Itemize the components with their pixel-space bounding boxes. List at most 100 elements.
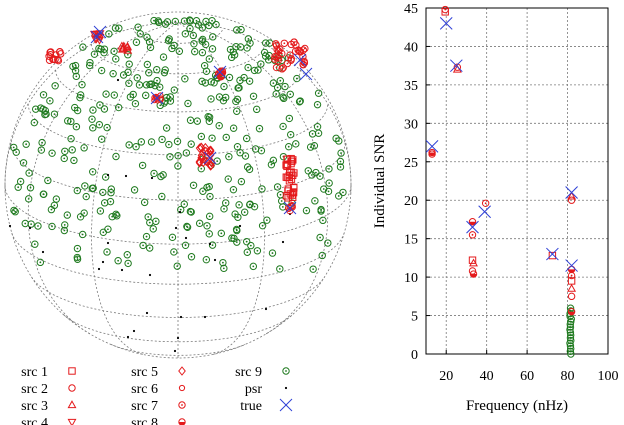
src9-point: [224, 175, 232, 183]
src9-point: [137, 138, 146, 146]
src9-point: [220, 264, 228, 273]
source-estimate: [286, 203, 295, 211]
src9-point: [316, 172, 324, 180]
snr-frequency-panel: 20 40 60 80 100 0 5 10 15 20 25 30 35 40 45 Frequency …: [372, 2, 619, 414]
x-tick-label: 80: [561, 369, 575, 384]
src9-point: [166, 153, 174, 161]
pulsar-point: [116, 78, 120, 82]
src9-point: [131, 99, 140, 108]
src9-point: [243, 44, 251, 52]
src9-point: [233, 26, 241, 34]
src9-point: [230, 234, 238, 243]
legend-label-src1: src 1: [21, 365, 48, 380]
pulsar-point: [281, 240, 285, 244]
src9-point: [244, 35, 253, 43]
src9-point: [39, 91, 48, 99]
src9-point: [11, 208, 19, 216]
pulsar-point: [132, 329, 136, 333]
src9-point: [89, 124, 97, 132]
src9-point: [52, 195, 61, 203]
legend-label-src6: src 6: [131, 382, 158, 397]
pulsar-point: [8, 224, 12, 228]
src9-point: [174, 162, 182, 170]
legend-marker-src7: [178, 401, 186, 409]
pulsar-point: [179, 315, 183, 319]
legend-marker-src3: [67, 400, 77, 409]
src9-point: [44, 176, 52, 185]
longitude-line: [91, 22, 179, 355]
src9-point: [272, 90, 280, 98]
src9-point: [109, 70, 117, 78]
source-estimate: [157, 92, 164, 99]
src9-point: [173, 137, 182, 146]
true-position: [299, 67, 313, 81]
pulsar-point: [184, 236, 188, 240]
src9-point: [308, 130, 317, 138]
src9-point: [68, 146, 76, 154]
source-estimate: [274, 54, 283, 62]
src9-point: [198, 48, 207, 57]
src9-point: [114, 257, 122, 265]
src9-point: [171, 17, 180, 26]
y-tick-label: 20: [404, 194, 418, 209]
src9-point: [95, 44, 103, 53]
x-tick-label: 100: [598, 369, 619, 384]
snr-points: [425, 5, 578, 358]
src9-point: [34, 222, 42, 230]
src9-point: [119, 71, 128, 79]
snr-estimate-point: [441, 8, 449, 16]
src9-point: [64, 117, 72, 125]
latitude-line: [110, 344, 246, 356]
src9-point: [335, 192, 343, 200]
src9-point: [112, 55, 120, 63]
src9-point: [132, 38, 141, 46]
snr-true-point: [449, 59, 463, 73]
src9-point: [96, 207, 105, 215]
src9-point: [195, 219, 204, 228]
src9-point: [157, 172, 165, 181]
src9-point: [106, 197, 115, 206]
src9-point: [112, 210, 120, 219]
snr-true-point: [439, 17, 453, 30]
pulsar-point: [203, 315, 207, 319]
src9-point: [236, 149, 244, 157]
src9-point: [156, 83, 164, 91]
source-estimate: [46, 48, 54, 57]
src9-point: [168, 233, 177, 242]
snr-estimate-point: [481, 199, 490, 207]
src9-point: [180, 17, 189, 25]
src9-point: [71, 67, 80, 75]
src9-point: [60, 154, 68, 163]
src9-point: [124, 259, 132, 268]
src9-point: [158, 135, 166, 144]
src9-point: [31, 105, 40, 113]
src9-point: [304, 167, 312, 175]
source-estimate: [295, 47, 304, 55]
src9-point: [269, 156, 278, 165]
src9-point: [67, 135, 75, 143]
src9-point: [70, 156, 78, 165]
src9-point: [325, 165, 333, 173]
snr-tick-labels: 20 40 60 80 100 0 5 10 15 20 25 30 35 40 45: [404, 2, 619, 384]
src9-point: [162, 124, 171, 132]
legend-marker-src5: [178, 366, 186, 376]
src9-point: [177, 205, 185, 214]
src9-point: [215, 93, 224, 101]
src9-point: [268, 249, 277, 257]
src9-point: [100, 199, 109, 207]
src9-point: [161, 20, 170, 28]
source-estimate: [195, 143, 204, 153]
source-estimate: [288, 201, 296, 210]
src9-point: [16, 177, 25, 186]
source-estimate: [54, 55, 62, 64]
y-tick-label: 40: [404, 40, 418, 55]
src9-point: [181, 30, 190, 38]
source-estimate: [283, 173, 292, 182]
src9-point: [10, 206, 18, 215]
pulsar-point: [106, 173, 110, 177]
pulsar-point: [150, 176, 154, 180]
src9-point: [104, 225, 112, 233]
src9-point: [252, 105, 261, 114]
src9-point: [199, 187, 207, 195]
src9-point: [244, 63, 252, 72]
